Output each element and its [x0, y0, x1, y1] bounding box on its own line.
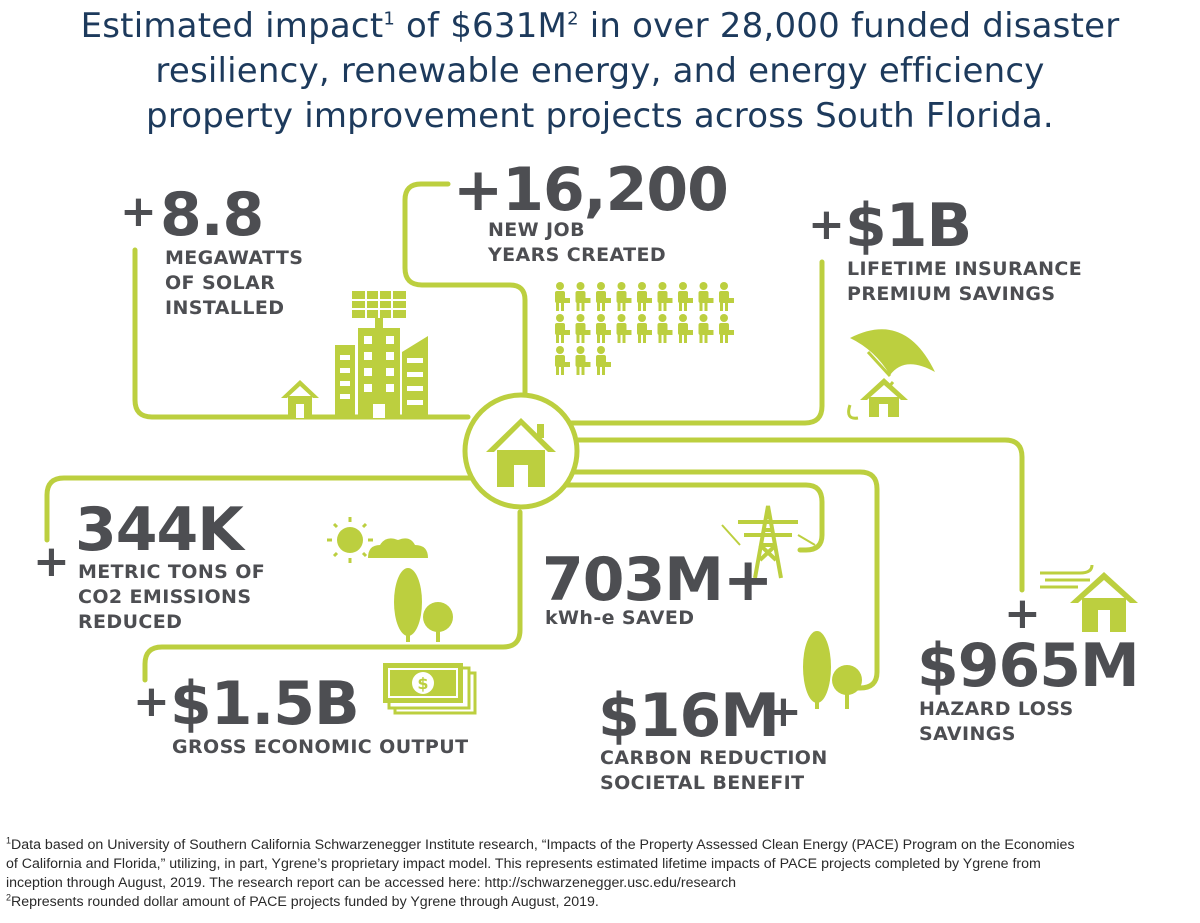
wind-house-icon: [1040, 564, 1138, 632]
footnote-1-line-2: of California and Florida,” utilizing, i…: [6, 856, 1041, 872]
stat-jobs-label: NEW JOB YEARS CREATED: [488, 219, 667, 266]
umbrella-house-icon: [847, 329, 935, 420]
money-icon: $: [383, 663, 477, 715]
stat-hazard-value: $965M: [917, 631, 1140, 701]
stat-jobs-value: +16,200: [453, 155, 729, 225]
worker-icon: [596, 314, 611, 343]
sun-cloud-icon: [327, 517, 428, 563]
solar-building-icon: [281, 291, 428, 418]
worker-icon: [596, 282, 611, 311]
plus-sign: +: [765, 686, 802, 737]
stat-kwh-value: 703M+: [542, 545, 773, 615]
stat-economic-value: $1.5B: [170, 669, 360, 739]
stat-co2-value: 344K: [75, 495, 244, 565]
footnote-1: 1Data based on University of Southern Ca…: [6, 836, 1200, 912]
worker-icon: [719, 282, 734, 311]
stat-kwh-label: kWh-e SAVED: [545, 607, 695, 629]
worker-icon: [698, 282, 714, 311]
plus-sign: +: [120, 186, 157, 237]
plus-sign: +: [133, 676, 170, 727]
footnote-2: 2Represents rounded dollar amount of PAC…: [6, 892, 599, 910]
title-line-3: property improvement projects across Sou…: [146, 96, 1054, 136]
stat-carbon-value: $16M: [598, 681, 780, 751]
worker-icon: [575, 314, 591, 343]
plus-sign: +: [1004, 588, 1041, 639]
page-title: Estimated impact1 of $631M2 in over 28,0…: [0, 4, 1200, 139]
power-tower-icon: [721, 505, 816, 579]
worker-icon: [678, 314, 693, 343]
title-line-2: resiliency, renewable energy, and energy…: [155, 51, 1045, 91]
worker-icon: [616, 314, 632, 343]
worker-icon: [657, 314, 673, 343]
worker-icon: [575, 282, 591, 311]
worker-icon: [719, 314, 734, 343]
stat-economic-label: GROSS ECONOMIC OUTPUT: [172, 736, 469, 758]
worker-icon: [575, 346, 591, 375]
worker-icon: [555, 346, 570, 375]
tree-icon: [803, 631, 862, 709]
worker-icon: [698, 314, 714, 343]
stat-insurance-value: $1B: [845, 191, 972, 261]
stat-insurance-label: LIFETIME INSURANCE PREMIUM SAVINGS: [847, 258, 1083, 305]
stat-hazard-label: HAZARD LOSS SAVINGS: [919, 698, 1074, 745]
worker-icon: [555, 314, 570, 343]
plus-sign: +: [33, 536, 70, 587]
footnote-1-line-1: 1Data based on University of Southern Ca…: [6, 835, 1075, 853]
worker-icon: [678, 282, 693, 311]
worker-icon: [596, 346, 611, 375]
tree-icon: [394, 568, 453, 642]
stat-solar-label: MEGAWATTS OF SOLAR INSTALLED: [165, 247, 304, 319]
stat-co2-label: METRIC TONS OF CO2 EMISSIONS REDUCED: [78, 561, 266, 633]
worker-icons: [555, 282, 734, 375]
plus-sign: +: [808, 199, 845, 250]
house-icon: [486, 418, 556, 487]
stat-carbon-label: CARBON REDUCTION SOCIETAL BENEFIT: [600, 747, 828, 794]
worker-icon: [616, 282, 632, 311]
worker-icon: [555, 282, 570, 311]
worker-icon: [657, 282, 673, 311]
title-line-1: Estimated impact1 of $631M2 in over 28,0…: [80, 6, 1120, 46]
svg-text:$: $: [417, 674, 428, 693]
worker-icon: [637, 282, 652, 311]
connector-lines: [44, 181, 1025, 691]
footnote-1-line-3: inception through August, 2019. The rese…: [6, 875, 737, 891]
stat-solar-value: 8.8: [160, 180, 264, 250]
worker-icon: [637, 314, 652, 343]
